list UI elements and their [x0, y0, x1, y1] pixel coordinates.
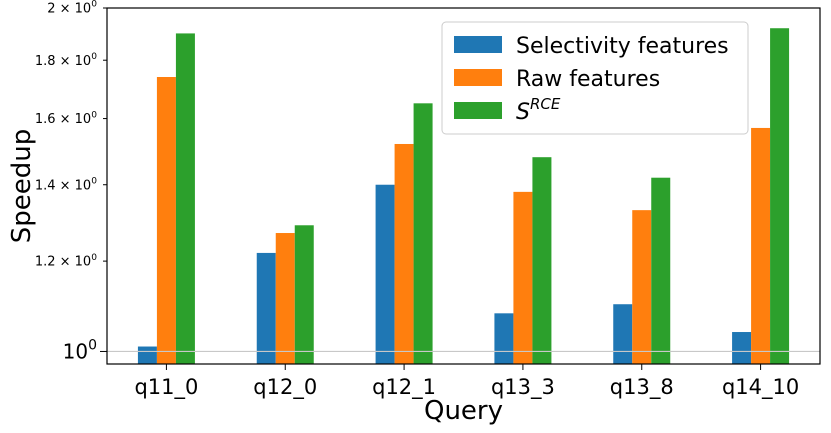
bar-q13_8-s1	[632, 210, 652, 364]
y-tick-label-5: 2 × 100	[47, 0, 97, 17]
legend-label-1: Raw features	[516, 67, 660, 92]
x-tick-label-0: q11_0	[134, 375, 198, 400]
bar-q12_1-s1	[394, 143, 414, 364]
y-tick-label-1: 1.2 × 100	[35, 253, 97, 270]
bar-q12_1-s0	[375, 184, 395, 364]
bar-q14_10-s1	[751, 127, 771, 365]
x-tick-label-4: q13_8	[610, 375, 674, 400]
bar-q13_8-s2	[651, 177, 671, 364]
axes-layer	[106, 7, 821, 365]
bar-q14_10-s2	[770, 28, 790, 365]
bar-q13_3-s1	[513, 191, 533, 364]
bar-q12_1-s2	[413, 103, 433, 364]
bar-q11_0-s2	[175, 33, 195, 365]
y-tick-label-2: 1.4 × 100	[35, 176, 97, 193]
bar-q14_10-s0	[732, 332, 752, 364]
x-tick-label-1: q12_0	[253, 375, 317, 400]
legend-swatch-1	[454, 69, 502, 86]
bar-q12_0-s2	[294, 225, 314, 364]
legend-label-0: Selectivity features	[516, 34, 729, 59]
ticks-layer: 100 1.2 × 100 1.4 × 100 1.6 × 100 1.8 × 100 2…	[35, 0, 799, 400]
x-tick-label-2: q12_1	[372, 375, 436, 400]
bar-q13_3-s2	[532, 157, 552, 364]
y-tick-label-0: 100	[63, 337, 97, 363]
bar-q11_0-s1	[156, 77, 176, 365]
bar-q13_3-s0	[494, 313, 514, 364]
x-tick-label-3: q13_3	[491, 375, 555, 400]
legend-swatch-0	[454, 36, 502, 53]
bar-q11_0-s0	[137, 346, 157, 364]
bars-layer	[137, 28, 790, 365]
legend: Selectivity features Raw features SRCE	[441, 21, 749, 135]
legend-label-2: SRCE	[516, 95, 561, 125]
bar-q12_0-s0	[256, 252, 276, 364]
bar-q13_8-s0	[613, 304, 633, 364]
legend-box	[441, 21, 749, 135]
bar-q12_0-s1	[275, 233, 295, 364]
y-axis-title: Speedup	[7, 129, 37, 244]
y-tick-label-4: 1.8 × 100	[35, 52, 97, 69]
x-tick-label-5: q14_10	[722, 375, 799, 400]
x-axis-title: Query	[424, 396, 503, 426]
plot-frame	[106, 7, 821, 365]
y-tick-label-3: 1.6 × 100	[35, 110, 97, 127]
legend-swatch-2	[454, 102, 502, 119]
